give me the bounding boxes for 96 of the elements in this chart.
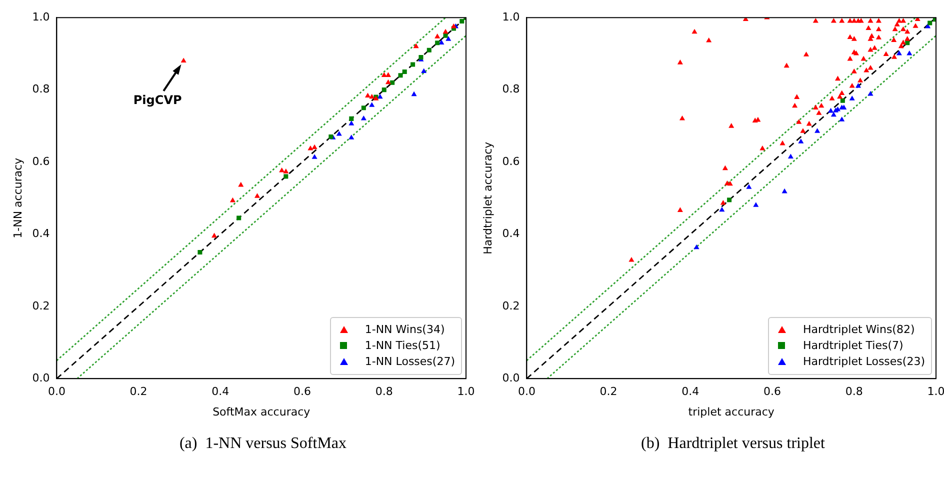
text: (b) Hardtriplet versus triplet <box>640 435 826 453</box>
y-tick-label: 0.8 <box>502 82 520 96</box>
point <box>180 58 186 63</box>
point <box>360 115 366 120</box>
point <box>413 43 419 48</box>
x-tick-label: 0.4 <box>212 385 230 398</box>
x-tick-label: 1.0 <box>457 385 475 398</box>
point <box>336 131 342 136</box>
point <box>411 91 417 96</box>
y-tick-label: 0.6 <box>32 154 50 168</box>
x-tick-label: 0.0 <box>518 385 536 398</box>
point <box>348 134 354 140</box>
point <box>828 108 834 113</box>
point <box>382 88 386 92</box>
point <box>839 116 845 122</box>
point <box>364 92 371 98</box>
x-tick-label: 1.0 <box>927 385 944 398</box>
x-tick-label: 0.2 <box>600 385 618 398</box>
y-tick-label: 0.0 <box>502 371 520 384</box>
point <box>798 138 804 144</box>
point <box>283 168 289 174</box>
y-axis-title: Hardtriplet accuracy <box>481 141 494 254</box>
legend-label: Hardtriplet Ties(7) <box>802 338 904 354</box>
legend-label: Hardtriplet Wins(82) <box>802 322 915 338</box>
point <box>460 18 464 24</box>
y-tick-label: 0.2 <box>32 299 50 312</box>
y-tick-label: 0.0 <box>32 371 50 384</box>
point <box>361 106 366 110</box>
y-tick-label: 0.4 <box>502 227 520 240</box>
point <box>896 50 902 56</box>
point <box>782 188 788 194</box>
point <box>442 28 448 34</box>
point <box>328 134 334 139</box>
point <box>254 193 260 198</box>
annotation: PigCVP <box>133 93 182 108</box>
point <box>236 216 242 220</box>
point <box>435 40 440 46</box>
point <box>719 206 725 212</box>
point <box>788 154 794 159</box>
point <box>434 34 440 38</box>
legend-label: 1-NN Wins(34) <box>364 322 445 338</box>
x-tick-label: 0.2 <box>130 385 148 398</box>
point <box>385 79 392 84</box>
point <box>814 128 820 133</box>
point <box>443 33 448 38</box>
point <box>381 72 387 77</box>
point <box>238 182 244 187</box>
legend-label: 1-NN Losses(27) <box>364 354 455 370</box>
point <box>746 184 752 189</box>
point <box>398 73 403 78</box>
x-tick-label: 0.6 <box>764 385 782 398</box>
x-tick-label: 0.8 <box>845 385 863 398</box>
legend-label: 1-NN Ties(51) <box>364 338 440 354</box>
y-tick-label: 1.0 <box>32 10 50 24</box>
point <box>402 69 407 74</box>
point <box>840 98 845 103</box>
point <box>421 68 427 73</box>
point <box>830 112 836 117</box>
y-axis-title: 1-NN accuracy <box>11 157 24 238</box>
point <box>849 96 855 100</box>
point <box>868 90 874 96</box>
y-tick-label: 0.6 <box>502 154 520 168</box>
x-tick-label: 0.8 <box>375 385 393 398</box>
point <box>198 250 202 255</box>
y-tick-label: 0.4 <box>32 227 50 240</box>
x-tick-label: 0.6 <box>294 385 312 398</box>
point <box>928 20 932 26</box>
x-axis-title: SoftMax accuracy <box>212 405 311 418</box>
point <box>855 82 862 88</box>
point <box>906 50 912 56</box>
point <box>312 144 318 150</box>
point <box>390 80 395 85</box>
point <box>348 120 354 126</box>
y-tick-label: 0.8 <box>32 82 50 96</box>
point <box>369 94 375 99</box>
x-axis-title: triplet accuracy <box>688 405 775 418</box>
point <box>446 36 452 41</box>
point <box>279 167 285 172</box>
point <box>284 174 288 179</box>
y-tick-label: 1.0 <box>502 10 520 24</box>
point <box>450 23 456 28</box>
point <box>212 232 218 238</box>
point <box>369 102 375 107</box>
point <box>312 154 318 159</box>
point <box>694 244 700 250</box>
point <box>349 116 354 121</box>
point <box>410 62 416 67</box>
point <box>727 198 732 202</box>
x-tick-label: 0.0 <box>48 385 66 398</box>
x-tick-label: 0.4 <box>682 385 700 398</box>
legend-label: Hardtriplet Losses(23) <box>802 354 925 370</box>
text: (a) 1-NN versus SoftMax <box>178 435 348 453</box>
y-tick-label: 0.2 <box>502 299 520 312</box>
point <box>426 48 432 52</box>
point <box>753 202 759 207</box>
point <box>230 197 236 202</box>
